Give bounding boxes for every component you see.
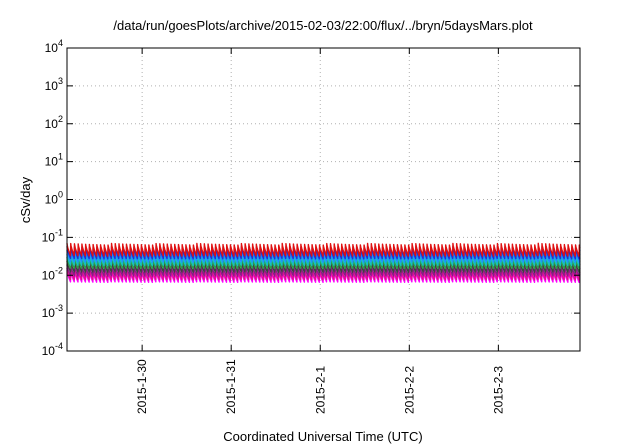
x-tick-label: 2015-2-3 bbox=[491, 366, 505, 414]
y-tick-label: 100 bbox=[45, 190, 63, 207]
y-tick-base: 10 bbox=[45, 41, 59, 55]
series-group bbox=[66, 242, 581, 284]
y-tick-exponent: 2 bbox=[58, 114, 63, 124]
y-tick-base: 10 bbox=[45, 193, 59, 207]
y-tick-exponent: 4 bbox=[58, 38, 63, 48]
y-axis-label: cSv/day bbox=[18, 176, 33, 223]
y-tick-base: 10 bbox=[45, 117, 59, 131]
y-tick-exponent: -4 bbox=[55, 341, 63, 351]
y-tick-label: 10-2 bbox=[42, 265, 63, 282]
y-tick-label: 102 bbox=[45, 114, 63, 131]
series-line bbox=[66, 242, 581, 257]
grid bbox=[67, 47, 580, 352]
y-tick-label: 10-3 bbox=[42, 303, 63, 320]
y-tick-exponent: 1 bbox=[58, 152, 63, 162]
x-tick-label: 2015-1-31 bbox=[224, 359, 238, 414]
y-tick-base: 10 bbox=[45, 155, 59, 169]
x-tick-label: 2015-1-30 bbox=[135, 359, 149, 414]
x-tick-label: 2015-2-2 bbox=[402, 366, 416, 414]
y-tick-label: 10-4 bbox=[42, 341, 63, 358]
y-tick-label: 104 bbox=[45, 38, 63, 55]
y-tick-base: 10 bbox=[42, 306, 56, 320]
y-tick-base: 10 bbox=[42, 230, 56, 244]
x-axis-ticks: 2015-1-30 2015-1-31 2015-2-1 2015-2-2 2015-2… bbox=[135, 48, 505, 414]
x-tick-label: 2015-2-1 bbox=[313, 366, 327, 414]
y-tick-exponent: -1 bbox=[55, 227, 63, 237]
y-tick-base: 10 bbox=[42, 268, 56, 282]
y-tick-base: 10 bbox=[45, 79, 59, 93]
y-tick-label: 10-1 bbox=[42, 227, 63, 244]
y-tick-exponent: -3 bbox=[55, 303, 63, 313]
y-tick-base: 10 bbox=[42, 344, 56, 358]
y-tick-label: 103 bbox=[45, 76, 63, 93]
y-tick-exponent: -2 bbox=[55, 265, 63, 275]
x-axis-label: Coordinated Universal Time (UTC) bbox=[223, 429, 422, 444]
chart-title: /data/run/goesPlots/archive/2015-02-03/2… bbox=[113, 18, 533, 33]
y-tick-exponent: 3 bbox=[58, 76, 63, 86]
y-tick-label: 101 bbox=[45, 152, 63, 169]
y-tick-exponent: 0 bbox=[58, 190, 63, 200]
